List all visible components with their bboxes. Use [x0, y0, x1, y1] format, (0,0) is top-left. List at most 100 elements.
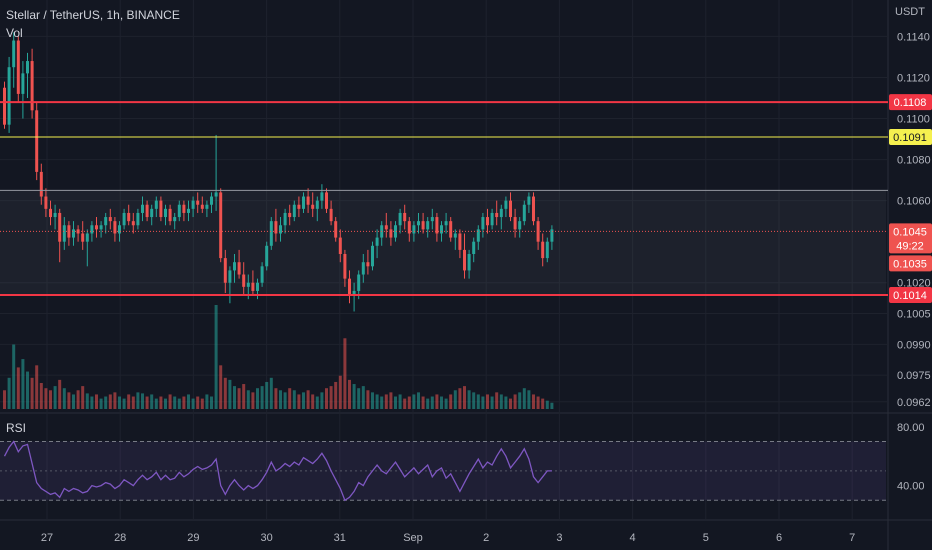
candle	[279, 217, 282, 242]
volume-bar	[76, 390, 80, 409]
x-tick-label: 31	[334, 532, 346, 544]
candle-body	[481, 217, 485, 230]
candle-body	[113, 221, 117, 234]
candle-body	[297, 204, 301, 209]
candle-body	[384, 225, 388, 230]
volume-bar	[182, 396, 186, 409]
candle	[352, 282, 356, 312]
volume-bar	[85, 393, 89, 409]
candle-body	[311, 204, 315, 209]
last-price-value: 0.1045	[893, 226, 927, 238]
volume-bar	[104, 396, 108, 409]
volume-bar	[302, 392, 305, 409]
candle	[30, 48, 34, 119]
volume-bar	[154, 398, 158, 409]
candle	[315, 196, 319, 222]
candle-body	[449, 221, 453, 238]
volume-bar	[352, 384, 356, 409]
candle	[210, 192, 213, 213]
x-tick-label: 30	[260, 532, 272, 544]
volume-bar	[237, 388, 241, 409]
volume-bar	[242, 384, 246, 409]
candle	[283, 208, 287, 234]
volume-bar	[21, 359, 25, 409]
candle-body	[228, 270, 232, 283]
candle-body	[472, 241, 476, 254]
candle	[150, 204, 154, 226]
volume-bar	[375, 394, 379, 409]
volume-bar	[398, 394, 402, 409]
candle-body	[145, 204, 149, 218]
volume-bar	[35, 365, 39, 409]
volume-bar	[214, 305, 218, 409]
candle	[233, 254, 236, 283]
candle-body	[357, 274, 361, 291]
volume-bar	[265, 381, 269, 409]
y-tick-label: 0.0990	[897, 339, 931, 351]
candle-body	[154, 200, 158, 209]
candle	[325, 188, 328, 213]
volume-bar	[26, 371, 29, 409]
candle	[39, 163, 43, 205]
candle	[417, 212, 420, 234]
x-tick-label: 5	[703, 532, 709, 544]
candle-body	[256, 282, 259, 291]
volume-bar	[449, 394, 453, 409]
bar-countdown: 49:22	[896, 240, 924, 252]
volume-bar	[62, 388, 66, 409]
volume-bar	[136, 392, 140, 409]
volume-bar	[191, 398, 195, 409]
candle	[136, 208, 140, 230]
y-tick-label: 0.1080	[897, 155, 931, 167]
candle-body	[522, 204, 526, 222]
volume-bar	[288, 388, 292, 409]
candle	[426, 217, 430, 238]
candle-body	[292, 204, 296, 218]
volume-bar	[380, 396, 384, 409]
volume-bar	[357, 388, 361, 409]
volume-bar	[145, 396, 149, 409]
y-tick-label: 0.0962	[897, 397, 931, 409]
candle	[131, 212, 135, 234]
candle	[366, 249, 370, 275]
candle-body	[338, 237, 342, 254]
candle	[67, 221, 71, 246]
candle-body	[545, 241, 549, 259]
candle	[532, 192, 535, 226]
candle	[7, 56, 11, 133]
volume-bar	[426, 398, 430, 409]
volume-bar	[476, 394, 480, 409]
volume-bar	[187, 394, 190, 409]
candle	[412, 221, 416, 242]
candle-body	[371, 245, 374, 267]
candle	[486, 208, 489, 234]
volume-bar	[53, 386, 57, 409]
candle-body	[412, 225, 416, 234]
grid-lines	[0, 0, 888, 520]
candle-body	[136, 212, 140, 226]
candle-body	[320, 192, 324, 201]
volume-bar	[306, 390, 310, 409]
volume-bar	[541, 398, 545, 409]
candle-body	[550, 229, 554, 242]
volume-bar	[67, 392, 71, 409]
volume-bar	[384, 394, 388, 409]
candle	[205, 200, 209, 218]
candle-body	[532, 196, 535, 222]
candle-body	[486, 217, 489, 226]
volume-bar	[430, 396, 434, 409]
candle	[509, 192, 512, 222]
rsi-tick-label: 40.00	[897, 481, 925, 493]
candle	[3, 81, 6, 129]
volume-bar	[499, 394, 503, 409]
candle-body	[421, 221, 425, 230]
candle-body	[85, 233, 89, 242]
candle	[490, 208, 494, 230]
candle	[320, 184, 324, 209]
candle-body	[233, 262, 236, 271]
rsi-line	[3, 440, 552, 502]
candle-body	[343, 254, 347, 279]
candle-body	[99, 225, 103, 230]
volume-bar	[196, 396, 200, 409]
